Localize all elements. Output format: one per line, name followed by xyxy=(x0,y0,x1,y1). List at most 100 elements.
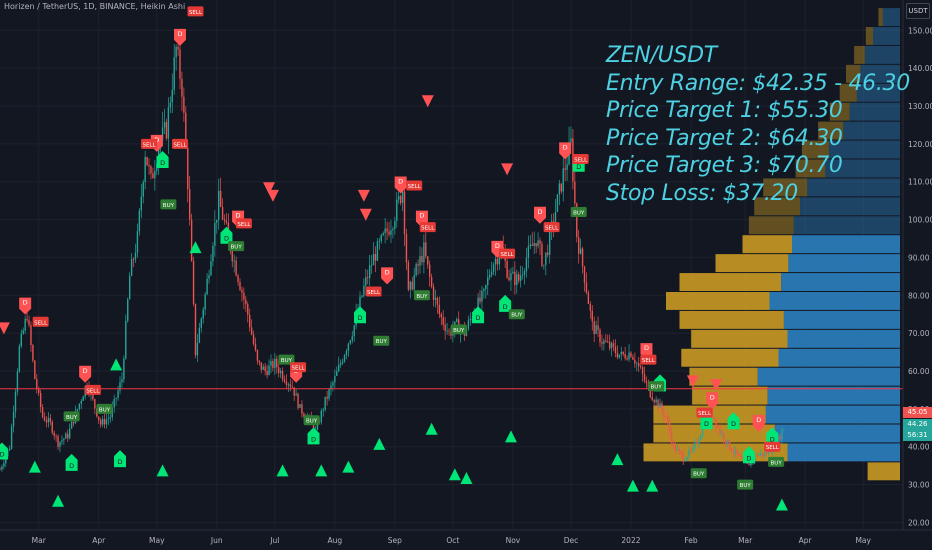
symbol-header[interactable]: Horizen / TetherUS, 1D, BINANCE, Heikin … xyxy=(4,2,186,11)
candle-up xyxy=(130,259,133,276)
volume-bar-up xyxy=(788,254,900,273)
buy-tag-text: BUY xyxy=(453,328,465,334)
sell-tag-box xyxy=(84,384,101,395)
candle-down xyxy=(643,374,646,381)
candle-up xyxy=(107,418,110,420)
candle-up xyxy=(533,243,535,246)
volume-bar-down xyxy=(742,235,792,254)
time-tick-label: Dec xyxy=(564,536,579,545)
candle-down xyxy=(146,156,148,166)
candle-down xyxy=(608,341,611,349)
candle-down xyxy=(713,416,715,419)
buy-tag-text: BUY xyxy=(651,385,663,391)
candle-up xyxy=(525,257,528,272)
candle-up xyxy=(699,435,702,441)
candle-down xyxy=(285,381,288,385)
buy-tag-text: BUY xyxy=(231,245,243,251)
candle-up xyxy=(676,449,679,451)
candle-up xyxy=(477,297,479,315)
sell-triangle-marker xyxy=(359,208,372,221)
candle-down xyxy=(150,166,152,174)
candle-up xyxy=(3,463,5,467)
candle-down xyxy=(293,387,295,396)
candle-down xyxy=(99,420,102,425)
sell-tag-text: SELL xyxy=(34,320,48,326)
currency-label[interactable]: USDT xyxy=(906,3,930,19)
candle-down xyxy=(177,46,179,50)
sell-tag-box xyxy=(290,362,307,373)
buy-tag: BUY xyxy=(648,381,665,392)
candle-down xyxy=(614,346,617,353)
candle-down xyxy=(738,454,741,456)
buy-signal-marker: D xyxy=(354,306,366,324)
buy-signal-glyph: D xyxy=(747,454,752,462)
candle-up xyxy=(198,327,201,343)
candle-down xyxy=(188,189,191,220)
price-tick-label: 60.00 xyxy=(908,367,930,376)
candle-up xyxy=(353,325,355,337)
candle-up xyxy=(347,343,350,351)
buy-tag: BUY xyxy=(690,468,707,479)
volume-bar-up xyxy=(860,64,900,83)
buy-signal-glyph: D xyxy=(117,458,122,466)
candle-down xyxy=(57,436,59,447)
sell-tag: SELL xyxy=(696,407,713,418)
candle-down xyxy=(45,420,48,423)
buy-triangle-marker xyxy=(110,358,123,371)
candle-up xyxy=(521,274,524,276)
sell-tag: SELL xyxy=(572,154,589,164)
buy-signal-shape xyxy=(743,446,756,464)
candle-down xyxy=(649,387,652,398)
candle-down xyxy=(231,250,233,262)
sell-tag-text: SELL xyxy=(189,10,203,16)
sell-tag: SELL xyxy=(406,180,423,191)
sell-tag-text: SELL xyxy=(574,158,588,164)
candle-down xyxy=(388,231,390,235)
sell-signal-marker: D xyxy=(381,267,394,285)
candle-down xyxy=(639,366,642,368)
candle-up xyxy=(610,343,613,349)
volume-bar-up xyxy=(800,197,900,216)
price-tick-label: 80.00 xyxy=(908,291,930,300)
sell-triangle-marker xyxy=(686,375,699,388)
candle-down xyxy=(438,304,441,315)
buy-signal-marker: D xyxy=(743,446,756,464)
candle-down xyxy=(427,256,429,265)
price-tick-label: 40.00 xyxy=(908,443,930,452)
buy-tag-text: BUY xyxy=(281,358,293,364)
candle-down xyxy=(183,96,185,113)
buy-tag: BUY xyxy=(160,199,177,210)
candle-up xyxy=(409,281,412,290)
sell-signal-glyph: D xyxy=(419,212,424,220)
buy-tag: BUY xyxy=(228,241,245,252)
time-axis[interactable]: Mar Apr May Jun Jul Aug Sep Oct Nov Dec 2022 Feb Mar… xyxy=(0,529,932,545)
candle-down xyxy=(219,190,222,207)
candle-up xyxy=(523,271,526,275)
candle-up xyxy=(22,330,24,334)
volume-bar-down xyxy=(867,462,900,481)
candle-down xyxy=(682,454,684,462)
buy-triangle-marker xyxy=(342,460,355,473)
candle-up xyxy=(171,89,173,103)
candle-down xyxy=(245,299,247,305)
candle-down xyxy=(148,165,150,167)
candle-up xyxy=(494,258,497,265)
candle-up xyxy=(212,245,214,262)
candle-down xyxy=(283,379,286,382)
candle-down xyxy=(667,416,669,422)
candle-up xyxy=(295,393,297,396)
buy-signal-glyph: D xyxy=(357,314,362,322)
volume-bar-down xyxy=(846,64,861,83)
price-tick-label: 90.00 xyxy=(908,253,930,262)
annotation-target-1: Price Target 1: $55.30 xyxy=(606,98,843,123)
sell-signal-shape xyxy=(559,142,572,160)
buy-tag: BUY xyxy=(508,309,525,320)
buy-triangle-marker xyxy=(504,430,517,443)
candle-down xyxy=(725,440,727,444)
volume-bar-up xyxy=(825,159,900,178)
candle-up xyxy=(142,182,144,197)
candle-down xyxy=(479,297,481,302)
buy-signal-glyph: D xyxy=(311,435,316,443)
sell-tag-box xyxy=(235,218,252,229)
